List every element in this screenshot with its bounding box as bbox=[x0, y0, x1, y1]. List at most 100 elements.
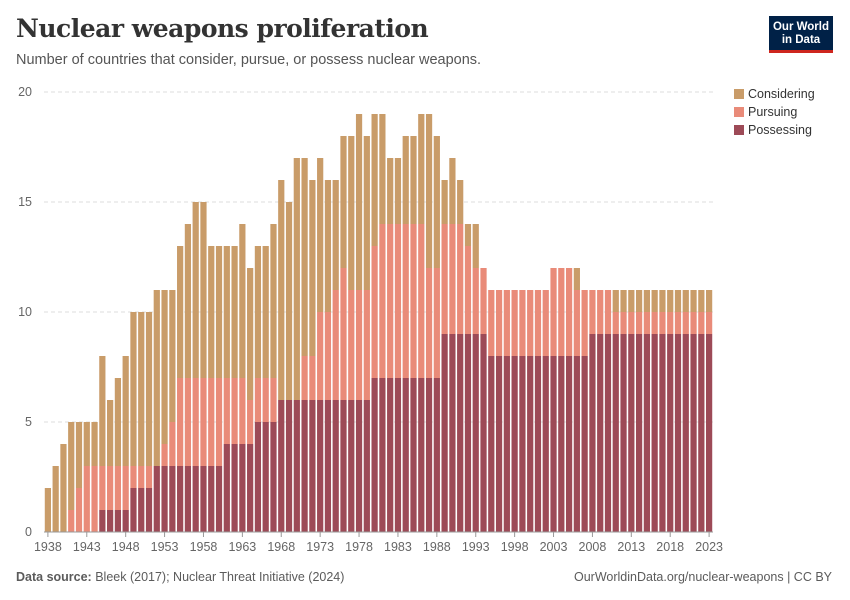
bar-possessing-1987[interactable] bbox=[425, 378, 433, 532]
bar-possessing-2018[interactable] bbox=[667, 334, 674, 532]
bar-possessing-1994[interactable] bbox=[480, 334, 487, 532]
bar-possessing-1950[interactable] bbox=[138, 488, 145, 532]
bar-pursuing-1993[interactable] bbox=[472, 268, 479, 334]
bar-pursuing-1991[interactable] bbox=[457, 224, 464, 334]
bar-considering-2018[interactable] bbox=[667, 290, 674, 312]
bar-considering-1969[interactable] bbox=[285, 202, 293, 400]
bar-possessing-1982[interactable] bbox=[387, 378, 394, 532]
bar-considering-2016[interactable] bbox=[651, 290, 658, 312]
bar-possessing-2005[interactable] bbox=[565, 356, 573, 532]
bar-considering-2011[interactable] bbox=[612, 290, 619, 312]
bar-pursuing-2016[interactable] bbox=[651, 312, 658, 334]
bar-pursuing-1977[interactable] bbox=[348, 290, 355, 400]
legend-item-considering[interactable]: Considering bbox=[734, 85, 815, 103]
bar-pursuing-2011[interactable] bbox=[612, 312, 619, 334]
bar-possessing-2004[interactable] bbox=[558, 356, 565, 532]
bar-possessing-1949[interactable] bbox=[130, 488, 137, 532]
bar-considering-1985[interactable] bbox=[410, 136, 417, 224]
bar-possessing-2001[interactable] bbox=[534, 356, 542, 532]
bar-considering-1938[interactable] bbox=[44, 488, 51, 532]
bar-possessing-1990[interactable] bbox=[449, 334, 456, 532]
bar-possessing-2006[interactable] bbox=[573, 356, 580, 532]
bar-possessing-1955[interactable] bbox=[177, 466, 184, 532]
bar-possessing-1968[interactable] bbox=[278, 400, 285, 532]
bar-pursuing-2022[interactable] bbox=[698, 312, 705, 334]
bar-considering-1950[interactable] bbox=[138, 312, 145, 466]
bar-pursuing-1984[interactable] bbox=[402, 224, 409, 378]
bar-considering-1947[interactable] bbox=[114, 378, 122, 466]
bar-possessing-1985[interactable] bbox=[410, 378, 417, 532]
bar-considering-1954[interactable] bbox=[169, 290, 176, 422]
bar-considering-2022[interactable] bbox=[698, 290, 705, 312]
bar-pursuing-1997[interactable] bbox=[503, 290, 510, 356]
bar-pursuing-1949[interactable] bbox=[130, 466, 137, 488]
bar-possessing-1983[interactable] bbox=[394, 378, 402, 532]
legend-item-pursuing[interactable]: Pursuing bbox=[734, 103, 815, 121]
bar-pursuing-1966[interactable] bbox=[262, 378, 269, 422]
bar-possessing-2012[interactable] bbox=[620, 334, 627, 532]
bar-pursuing-2020[interactable] bbox=[682, 312, 689, 334]
bar-pursuing-1985[interactable] bbox=[410, 224, 417, 378]
bar-considering-1961[interactable] bbox=[223, 246, 230, 378]
bar-possessing-1963[interactable] bbox=[239, 444, 246, 532]
bar-considering-1963[interactable] bbox=[239, 224, 246, 378]
bar-considering-1987[interactable] bbox=[425, 114, 433, 268]
bar-pursuing-1998[interactable] bbox=[511, 290, 518, 356]
bar-considering-1973[interactable] bbox=[317, 158, 324, 312]
bar-pursuing-1941[interactable] bbox=[68, 510, 75, 532]
bar-pursuing-2023[interactable] bbox=[706, 312, 713, 334]
bar-possessing-1961[interactable] bbox=[223, 444, 230, 532]
bar-considering-1944[interactable] bbox=[91, 422, 98, 466]
bar-pursuing-2008[interactable] bbox=[589, 290, 596, 334]
bar-possessing-1999[interactable] bbox=[519, 356, 526, 532]
bar-considering-1949[interactable] bbox=[130, 312, 137, 466]
bar-considering-1974[interactable] bbox=[324, 180, 332, 312]
bar-pursuing-2002[interactable] bbox=[542, 290, 549, 356]
bar-possessing-2022[interactable] bbox=[698, 334, 705, 532]
bar-considering-1978[interactable] bbox=[355, 114, 363, 290]
bar-considering-1952[interactable] bbox=[153, 290, 160, 466]
bar-possessing-1996[interactable] bbox=[495, 356, 503, 532]
bar-considering-1993[interactable] bbox=[472, 224, 479, 268]
bar-pursuing-2013[interactable] bbox=[628, 312, 635, 334]
bar-pursuing-1960[interactable] bbox=[215, 378, 223, 466]
bar-considering-1992[interactable] bbox=[464, 224, 472, 246]
bar-possessing-1945[interactable] bbox=[99, 510, 106, 532]
bar-pursuing-1956[interactable] bbox=[184, 378, 192, 466]
bar-considering-2013[interactable] bbox=[628, 290, 635, 312]
bar-pursuing-1986[interactable] bbox=[418, 224, 425, 378]
bar-pursuing-1988[interactable] bbox=[433, 268, 440, 378]
bar-possessing-1995[interactable] bbox=[488, 356, 495, 532]
bar-considering-1958[interactable] bbox=[200, 202, 207, 378]
bar-pursuing-1995[interactable] bbox=[488, 290, 495, 356]
bar-pursuing-2021[interactable] bbox=[690, 312, 697, 334]
bar-considering-1975[interactable] bbox=[332, 180, 339, 290]
bar-possessing-2003[interactable] bbox=[550, 356, 557, 532]
bar-possessing-1991[interactable] bbox=[457, 334, 464, 532]
bar-possessing-1992[interactable] bbox=[464, 334, 472, 532]
bar-pursuing-2007[interactable] bbox=[581, 290, 588, 356]
bar-pursuing-2017[interactable] bbox=[659, 312, 666, 334]
bar-possessing-1993[interactable] bbox=[472, 334, 479, 532]
bar-pursuing-1967[interactable] bbox=[270, 378, 277, 422]
bar-possessing-2008[interactable] bbox=[589, 334, 596, 532]
bar-pursuing-1959[interactable] bbox=[208, 378, 215, 466]
bar-considering-1962[interactable] bbox=[231, 246, 238, 378]
bar-pursuing-2014[interactable] bbox=[635, 312, 643, 334]
bar-possessing-2014[interactable] bbox=[635, 334, 643, 532]
bar-considering-1967[interactable] bbox=[270, 224, 277, 378]
bar-possessing-1967[interactable] bbox=[270, 422, 277, 532]
bar-possessing-1960[interactable] bbox=[215, 466, 223, 532]
bar-considering-2023[interactable] bbox=[706, 290, 713, 312]
bar-pursuing-1979[interactable] bbox=[363, 290, 370, 400]
bar-pursuing-1953[interactable] bbox=[161, 444, 168, 466]
bar-possessing-1988[interactable] bbox=[433, 378, 440, 532]
bar-considering-1965[interactable] bbox=[254, 246, 262, 378]
bar-considering-2012[interactable] bbox=[620, 290, 627, 312]
bar-possessing-2016[interactable] bbox=[651, 334, 658, 532]
bar-pursuing-1980[interactable] bbox=[371, 246, 378, 378]
bar-considering-1986[interactable] bbox=[418, 114, 425, 224]
bar-considering-1984[interactable] bbox=[402, 136, 409, 224]
bar-possessing-1957[interactable] bbox=[192, 466, 199, 532]
bar-possessing-1956[interactable] bbox=[184, 466, 192, 532]
